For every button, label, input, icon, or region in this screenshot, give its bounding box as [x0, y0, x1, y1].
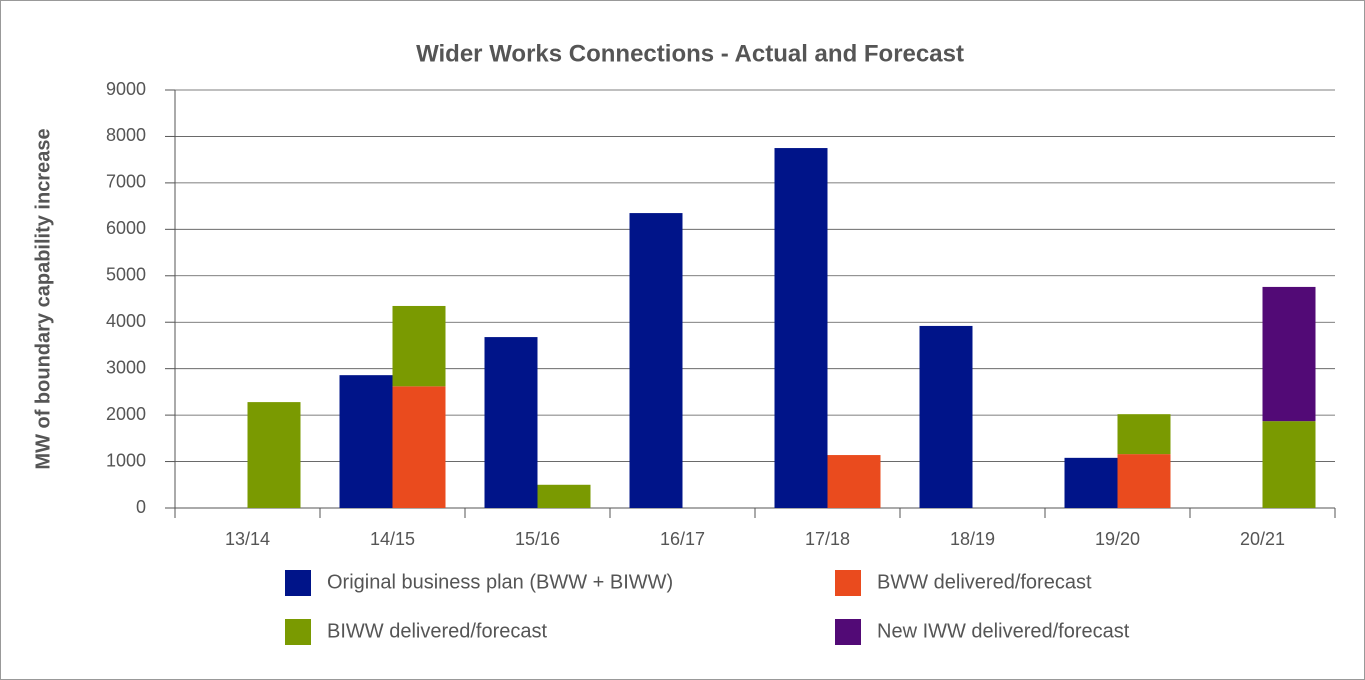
legend-swatch: [835, 570, 861, 596]
x-tick-label: 18/19: [950, 529, 995, 549]
x-tick-label: 19/20: [1095, 529, 1140, 549]
legend-swatch: [835, 619, 861, 645]
bar-segment: [1262, 286, 1316, 422]
bar-segment: [392, 386, 446, 508]
bar: [919, 325, 973, 508]
x-tick-label: 20/21: [1240, 529, 1285, 549]
bar: [484, 337, 538, 508]
y-tick-label: 7000: [106, 172, 146, 192]
y-axis-label: MW of boundary capability increase: [32, 128, 54, 469]
bar-segment: [1117, 414, 1171, 455]
legend-swatch: [285, 619, 311, 645]
y-tick-label: 8000: [106, 125, 146, 145]
x-tick-label: 17/18: [805, 529, 850, 549]
bar: [339, 375, 393, 508]
bar-segment: [392, 305, 446, 387]
y-tick-label: 2000: [106, 404, 146, 424]
bar: [774, 148, 828, 509]
y-tick-label: 1000: [106, 450, 146, 470]
x-tick-label: 13/14: [225, 529, 270, 549]
y-tick-label: 5000: [106, 265, 146, 285]
legend-label: New IWW delivered/forecast: [877, 620, 1130, 642]
bar-segment: [537, 484, 591, 508]
legend-swatch: [285, 570, 311, 596]
y-tick-label: 9000: [106, 79, 146, 99]
legend-label: BIWW delivered/forecast: [327, 620, 548, 642]
legend-label: Original business plan (BWW + BIWW): [327, 571, 673, 593]
bar-segment: [247, 402, 301, 508]
y-tick-label: 0: [136, 497, 146, 517]
legend-label: BWW delivered/forecast: [877, 571, 1092, 593]
bar-segment: [1262, 421, 1316, 508]
bar-segment: [1117, 454, 1171, 508]
x-tick-label: 16/17: [660, 529, 705, 549]
x-tick-label: 15/16: [515, 529, 560, 549]
y-tick-label: 3000: [106, 357, 146, 377]
y-tick-label: 6000: [106, 218, 146, 238]
bar: [629, 213, 683, 509]
bar-segment: [827, 455, 881, 508]
chart-title: Wider Works Connections - Actual and For…: [416, 40, 964, 67]
x-tick-label: 14/15: [370, 529, 415, 549]
y-tick-label: 4000: [106, 311, 146, 331]
bar: [1064, 457, 1118, 508]
